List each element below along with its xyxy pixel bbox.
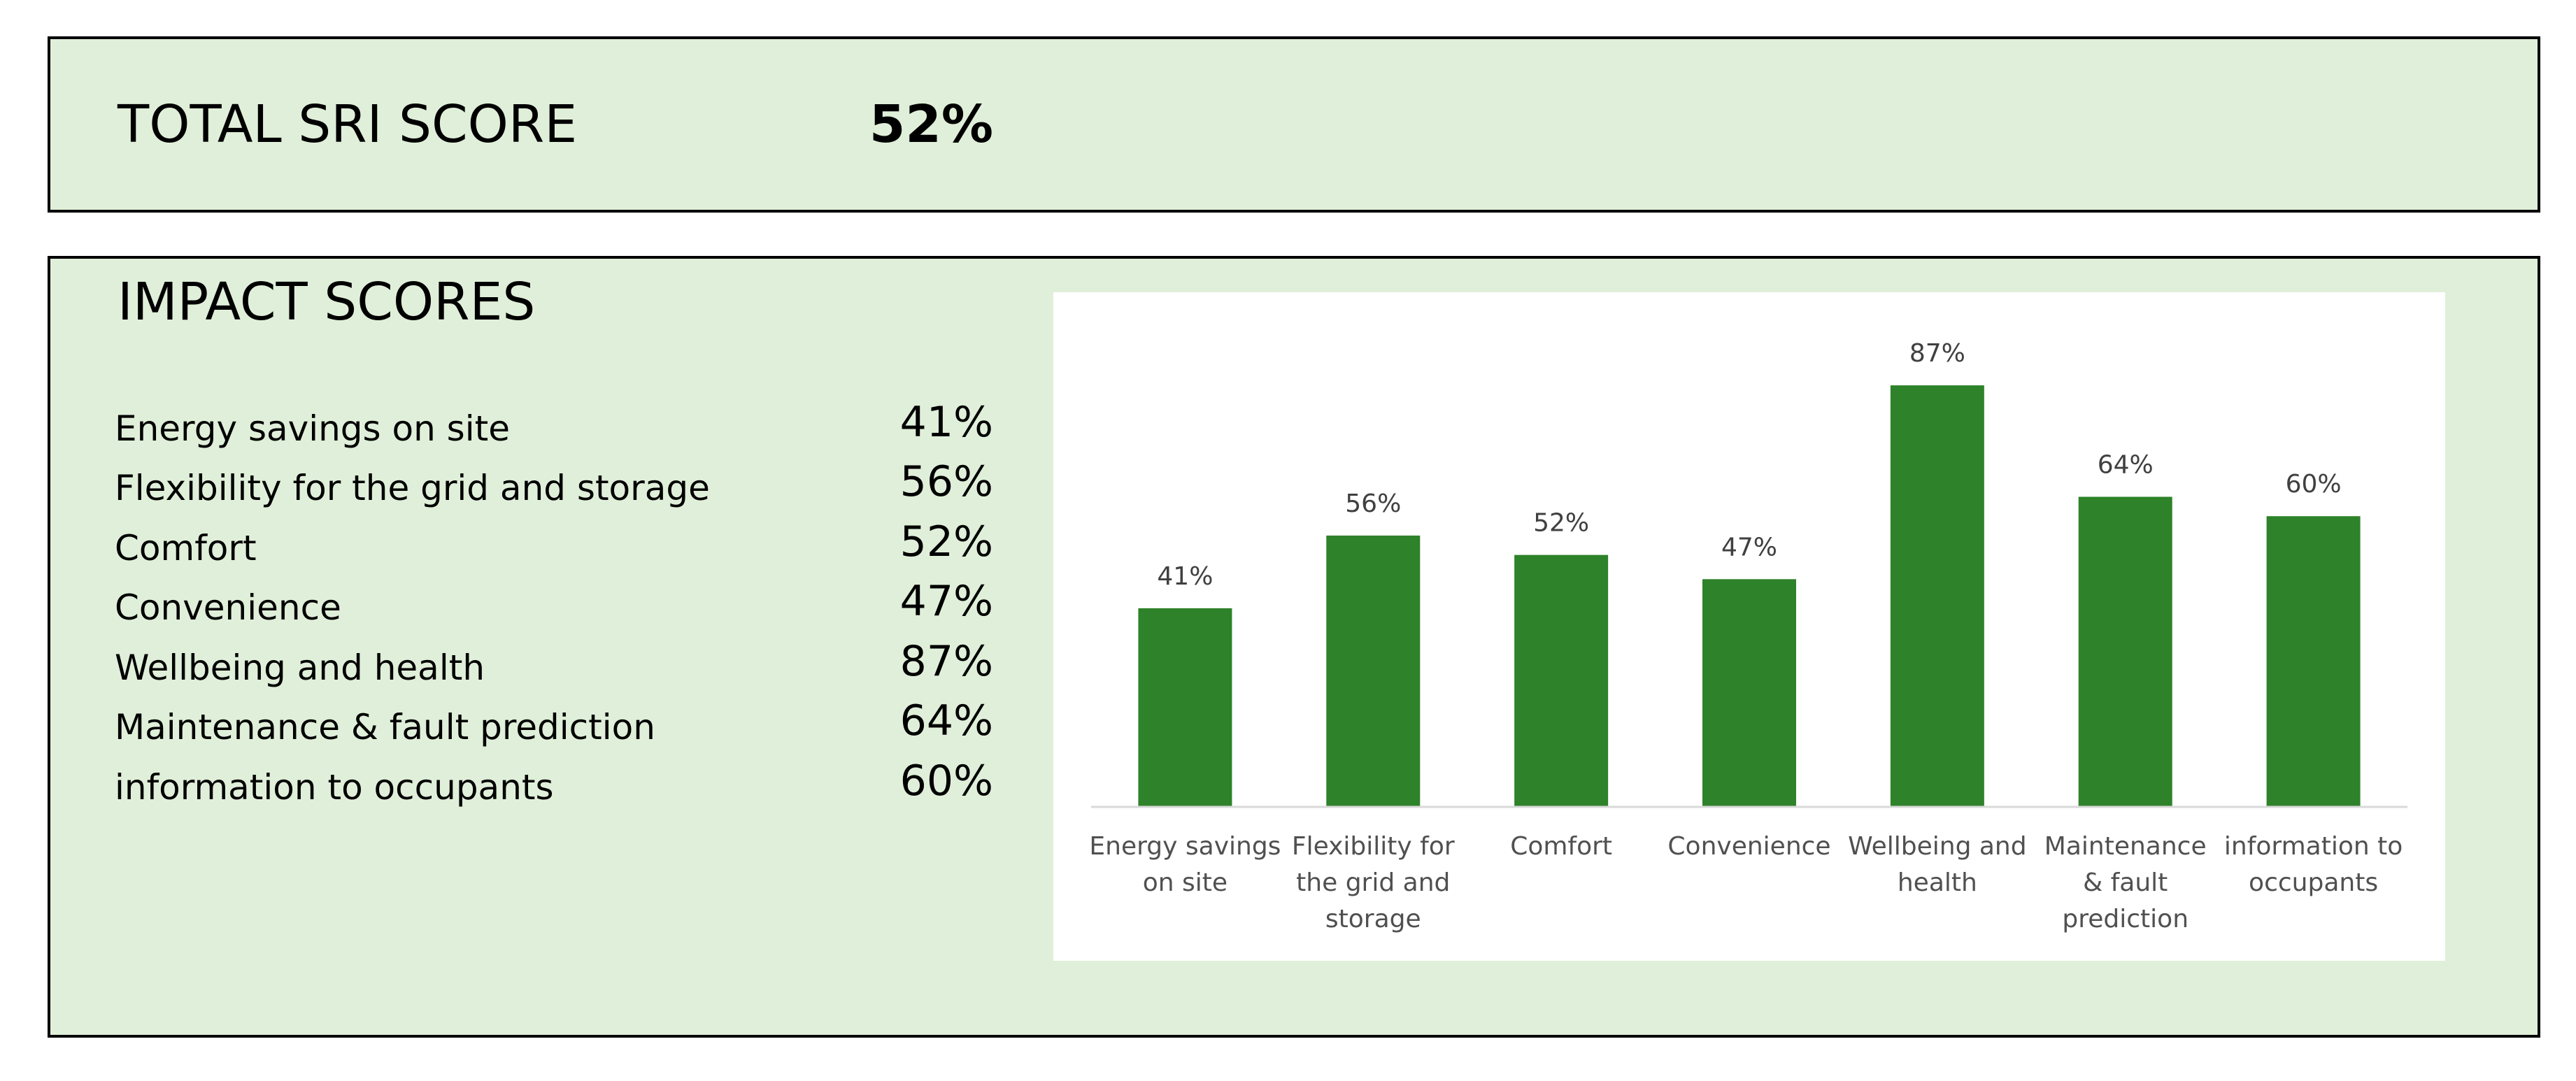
data-label: 41%	[1157, 562, 1213, 591]
impact-score-row: information to occupants 60%	[115, 754, 993, 815]
category-label: Comfort	[1510, 832, 1612, 861]
bar-3	[1514, 554, 1609, 807]
impact-score-value: 52%	[899, 517, 993, 566]
data-label: 64%	[2098, 450, 2154, 479]
data-label: 52%	[1533, 509, 1589, 538]
impact-score-label: Convenience	[115, 587, 341, 628]
data-label: 47%	[1721, 533, 1777, 561]
impact-scores-panel: IMPACT SCORES Energy savings on site 41%…	[48, 256, 2540, 1038]
data-label: 56%	[1345, 489, 1401, 518]
impact-score-list: Energy savings on site 41% Flexibility f…	[115, 396, 993, 815]
bar-5	[1890, 385, 1984, 807]
impact-scores-title: IMPACT SCORES	[118, 272, 536, 332]
impact-score-label: Comfort	[115, 527, 257, 568]
impact-score-value: 56%	[899, 457, 993, 506]
impact-scores-chart: 41% Energy savings on site 56% Flexibility f…	[1053, 292, 2445, 961]
bar-2	[1326, 535, 1421, 807]
impact-score-label: Flexibility for the grid and storage	[115, 468, 710, 508]
data-label: 60%	[2286, 470, 2342, 499]
category-label: Flexibility for the grid and storage	[1292, 832, 1455, 933]
category-label: Convenience	[1667, 832, 1830, 861]
impact-score-value: 41%	[899, 397, 993, 447]
bar-4	[1702, 579, 1796, 807]
category-label: Maintenance & fault prediction	[2044, 832, 2207, 933]
impact-score-value: 47%	[899, 577, 993, 626]
impact-score-label: Energy savings on site	[115, 408, 510, 449]
impact-score-row: Convenience 47%	[115, 575, 993, 636]
total-score-value: 52%	[869, 94, 993, 155]
bar-chart-svg: 41% Energy savings on site 56% Flexibility f…	[1089, 339, 2407, 933]
impact-score-value: 60%	[899, 756, 993, 806]
impact-score-row: Energy savings on site 41%	[115, 396, 993, 456]
total-score-panel: TOTAL SRI SCORE 52%	[48, 36, 2540, 213]
impact-score-label: information to occupants	[115, 766, 554, 808]
bar-7	[2266, 516, 2361, 807]
data-label: 87%	[1909, 339, 1965, 368]
total-score-label: TOTAL SRI SCORE	[118, 94, 578, 155]
category-label: Energy savings on site	[1089, 832, 1281, 897]
bar-6	[2078, 496, 2172, 807]
impact-score-value: 87%	[899, 636, 993, 686]
category-label: Wellbeing and health	[1848, 832, 2026, 897]
impact-score-label: Maintenance & fault prediction	[115, 707, 655, 747]
impact-score-row: Comfort 52%	[115, 515, 993, 575]
impact-score-value: 64%	[899, 696, 993, 745]
impact-score-row: Flexibility for the grid and storage 56%	[115, 456, 993, 516]
impact-score-row: Maintenance & fault prediction 64%	[115, 695, 993, 755]
bar-1	[1138, 608, 1232, 807]
category-label: information to occupants	[2224, 832, 2403, 897]
impact-score-label: Wellbeing and health	[115, 647, 485, 688]
impact-score-row: Wellbeing and health 87%	[115, 635, 993, 695]
